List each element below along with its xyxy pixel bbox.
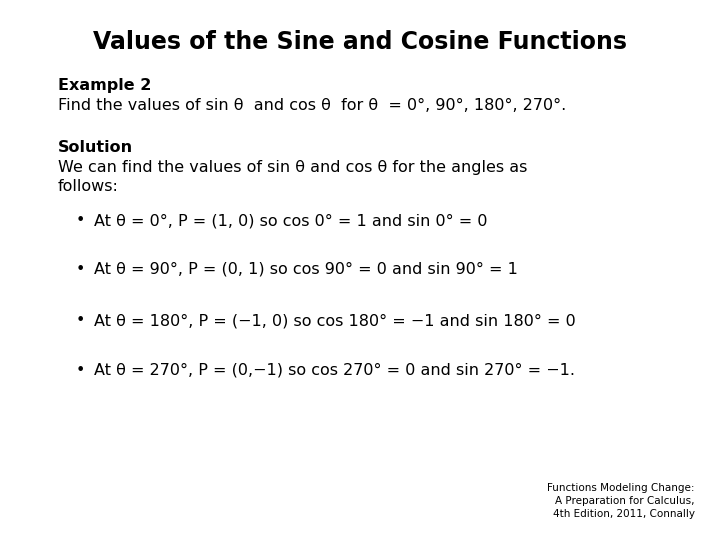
Text: At θ = 270°, P = (0,−1) so cos 270° = 0 and sin 270° = −1.: At θ = 270°, P = (0,−1) so cos 270° = 0 …	[94, 363, 575, 378]
Text: •: •	[76, 313, 85, 328]
Text: Solution: Solution	[58, 140, 132, 156]
Text: Find the values of sin θ  and cos θ  for θ  = 0°, 90°, 180°, 270°.: Find the values of sin θ and cos θ for θ…	[58, 98, 566, 113]
Text: follows:: follows:	[58, 179, 119, 194]
Text: At θ = 180°, P = (−1, 0) so cos 180° = −1 and sin 180° = 0: At θ = 180°, P = (−1, 0) so cos 180° = −…	[94, 313, 575, 328]
Text: We can find the values of sin θ and cos θ for the angles as: We can find the values of sin θ and cos …	[58, 160, 527, 176]
Text: Values of the Sine and Cosine Functions: Values of the Sine and Cosine Functions	[93, 30, 627, 53]
Text: At θ = 0°, P = (1, 0) so cos 0° = 1 and sin 0° = 0: At θ = 0°, P = (1, 0) so cos 0° = 1 and …	[94, 213, 487, 228]
Text: Functions Modeling Change:
A Preparation for Calculus,
4th Edition, 2011, Connal: Functions Modeling Change: A Preparation…	[547, 483, 695, 519]
Text: •: •	[76, 262, 85, 277]
Text: •: •	[76, 363, 85, 378]
Text: •: •	[76, 213, 85, 228]
Text: At θ = 90°, P = (0, 1) so cos 90° = 0 and sin 90° = 1: At θ = 90°, P = (0, 1) so cos 90° = 0 an…	[94, 262, 518, 277]
Text: Example 2: Example 2	[58, 78, 151, 93]
